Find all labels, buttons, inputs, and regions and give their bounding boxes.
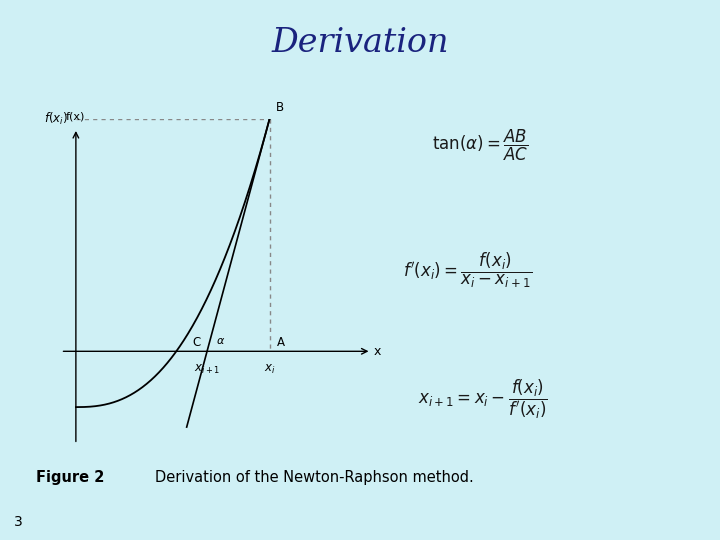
Text: $x_i$: $x_i$ bbox=[264, 363, 275, 376]
Text: $f(x_i)$: $f(x_i)$ bbox=[45, 111, 68, 127]
Text: $\alpha$: $\alpha$ bbox=[216, 336, 225, 346]
Text: $x_{i+1} = x_i - \dfrac{f(x_i)}{f'(x_i)}$: $x_{i+1} = x_i - \dfrac{f(x_i)}{f'(x_i)}… bbox=[418, 378, 547, 421]
Text: f(x): f(x) bbox=[66, 111, 86, 121]
Text: $x_{i+1}$: $x_{i+1}$ bbox=[194, 363, 220, 376]
Text: x: x bbox=[374, 345, 382, 358]
Text: $f'(x_i) = \dfrac{f(x_i)}{x_i - x_{i+1}}$: $f'(x_i) = \dfrac{f(x_i)}{x_i - x_{i+1}}… bbox=[403, 251, 532, 289]
Text: 3: 3 bbox=[14, 515, 23, 529]
Text: $\mathrm{tan}(\alpha) = \dfrac{AB}{AC}$: $\mathrm{tan}(\alpha) = \dfrac{AB}{AC}$ bbox=[432, 128, 528, 164]
Text: A: A bbox=[277, 335, 285, 348]
Text: Figure 2: Figure 2 bbox=[36, 470, 104, 485]
Text: C: C bbox=[193, 335, 201, 348]
Text: Derivation: Derivation bbox=[271, 27, 449, 59]
Text: B: B bbox=[276, 102, 284, 114]
Text: Derivation of the Newton-Raphson method.: Derivation of the Newton-Raphson method. bbox=[155, 470, 474, 485]
